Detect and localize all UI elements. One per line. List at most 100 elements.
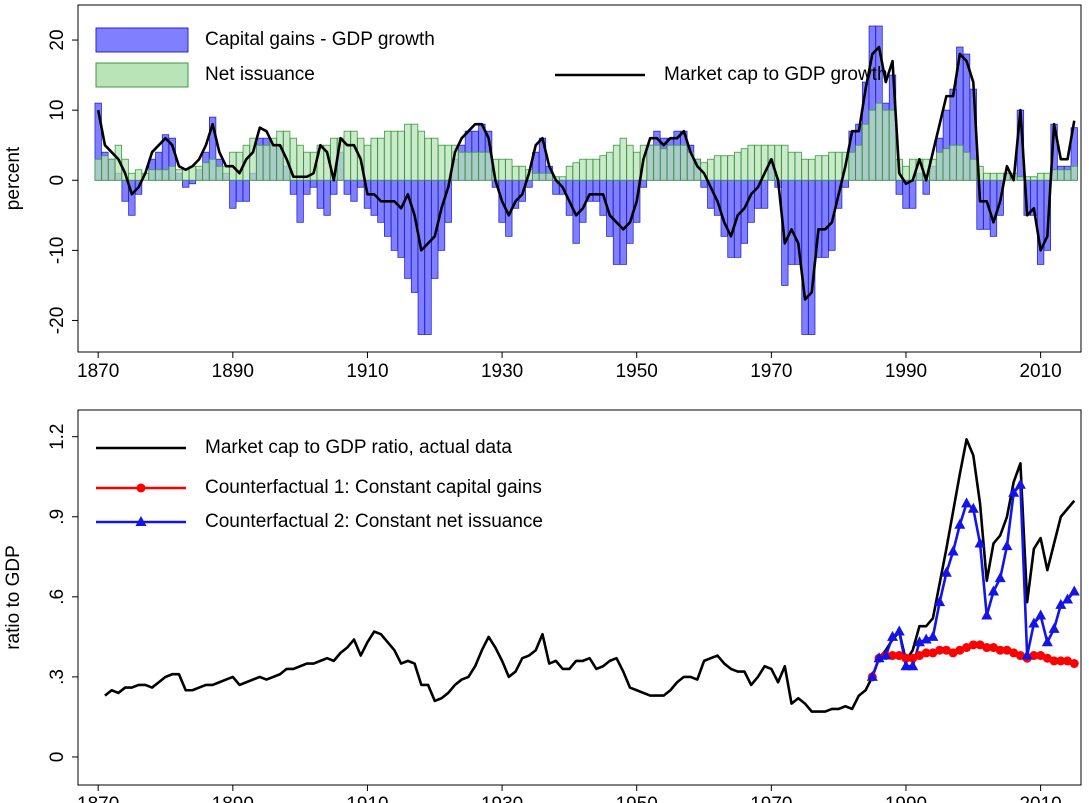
- point: [1001, 540, 1013, 551]
- bar: [195, 165, 203, 181]
- bar: [182, 179, 190, 188]
- bar: [760, 179, 769, 209]
- bar: [518, 165, 526, 181]
- bar: [895, 179, 903, 195]
- bar: [1057, 169, 1065, 181]
- bar: [983, 172, 991, 181]
- bar: [989, 179, 998, 237]
- bar: [424, 179, 432, 335]
- bar: [384, 179, 392, 237]
- bar: [262, 144, 271, 181]
- bar: [357, 179, 365, 188]
- bar: [572, 162, 580, 181]
- bar: [942, 148, 951, 181]
- bar: [565, 165, 574, 181]
- bar: [821, 179, 829, 258]
- bar: [727, 155, 735, 181]
- bar: [821, 155, 829, 181]
- x-tick-label: 2010: [1019, 361, 1061, 382]
- x-tick-label: 2010: [1019, 794, 1061, 803]
- bar: [814, 155, 823, 181]
- bar: [875, 102, 883, 181]
- x-tick-label: 1970: [750, 794, 792, 803]
- point: [1068, 585, 1080, 596]
- bar: [680, 144, 688, 181]
- legend-swatch: [95, 62, 189, 88]
- legend-label: Market cap to GDP ratio, actual data: [205, 437, 512, 458]
- bar: [861, 123, 870, 181]
- point: [928, 648, 938, 658]
- point: [901, 653, 911, 663]
- bar: [922, 179, 930, 195]
- point: [873, 652, 885, 663]
- point: [866, 670, 878, 681]
- bar: [949, 144, 957, 181]
- bar: [713, 155, 722, 181]
- bar: [478, 151, 486, 181]
- bar: [727, 179, 735, 258]
- bar: [660, 148, 668, 181]
- point: [1048, 622, 1060, 633]
- x-tick-label: 1890: [212, 794, 254, 803]
- bar: [377, 137, 385, 181]
- bar: [747, 144, 755, 181]
- point: [961, 497, 973, 508]
- point: [974, 537, 986, 548]
- bar: [370, 137, 378, 181]
- point: [1063, 656, 1073, 666]
- bar: [161, 169, 170, 181]
- bar: [855, 144, 863, 181]
- point: [967, 502, 979, 513]
- legend-label: Capital gains - GDP growth: [205, 29, 435, 50]
- bar: [653, 144, 661, 181]
- point: [1014, 478, 1026, 489]
- bar: [464, 151, 473, 181]
- x-tick-label: 1890: [212, 361, 254, 382]
- bar: [390, 130, 399, 181]
- bar: [956, 144, 964, 181]
- point: [894, 651, 904, 661]
- y-tick-label: 20: [47, 29, 68, 50]
- y-axis-title: ratio to GDP: [3, 545, 24, 650]
- point: [962, 643, 972, 653]
- bar: [208, 158, 217, 181]
- point: [947, 545, 959, 556]
- bar: [108, 158, 116, 181]
- bar: [384, 130, 392, 181]
- point: [1002, 645, 1012, 655]
- point: [920, 633, 932, 644]
- bar: [303, 179, 311, 195]
- bar: [309, 179, 318, 188]
- point: [941, 645, 951, 655]
- bar: [182, 169, 190, 181]
- bar: [134, 169, 143, 181]
- point: [887, 630, 899, 641]
- point: [1056, 656, 1066, 666]
- bar: [592, 179, 600, 202]
- y-tick-label: 10: [47, 100, 68, 121]
- bar: [1070, 165, 1078, 181]
- bar: [215, 165, 223, 181]
- x-tick-label: 1950: [616, 361, 658, 382]
- point: [1055, 598, 1067, 609]
- bar: [397, 179, 405, 258]
- line: [96, 45, 1076, 301]
- bar: [410, 123, 419, 181]
- point: [880, 649, 892, 660]
- bar: [276, 130, 284, 181]
- bar: [545, 172, 553, 181]
- y-tick-label: -20: [47, 307, 68, 334]
- point: [907, 660, 919, 671]
- point: [893, 625, 905, 636]
- bar: [740, 148, 749, 181]
- bar: [343, 130, 351, 181]
- point: [940, 566, 952, 577]
- bar: [868, 109, 876, 181]
- y-tick-label: -10: [47, 237, 68, 264]
- bar: [350, 179, 358, 202]
- bar: [316, 179, 324, 209]
- point: [1062, 593, 1074, 604]
- bar: [437, 144, 446, 181]
- bar: [1036, 179, 1045, 265]
- bar: [808, 179, 816, 335]
